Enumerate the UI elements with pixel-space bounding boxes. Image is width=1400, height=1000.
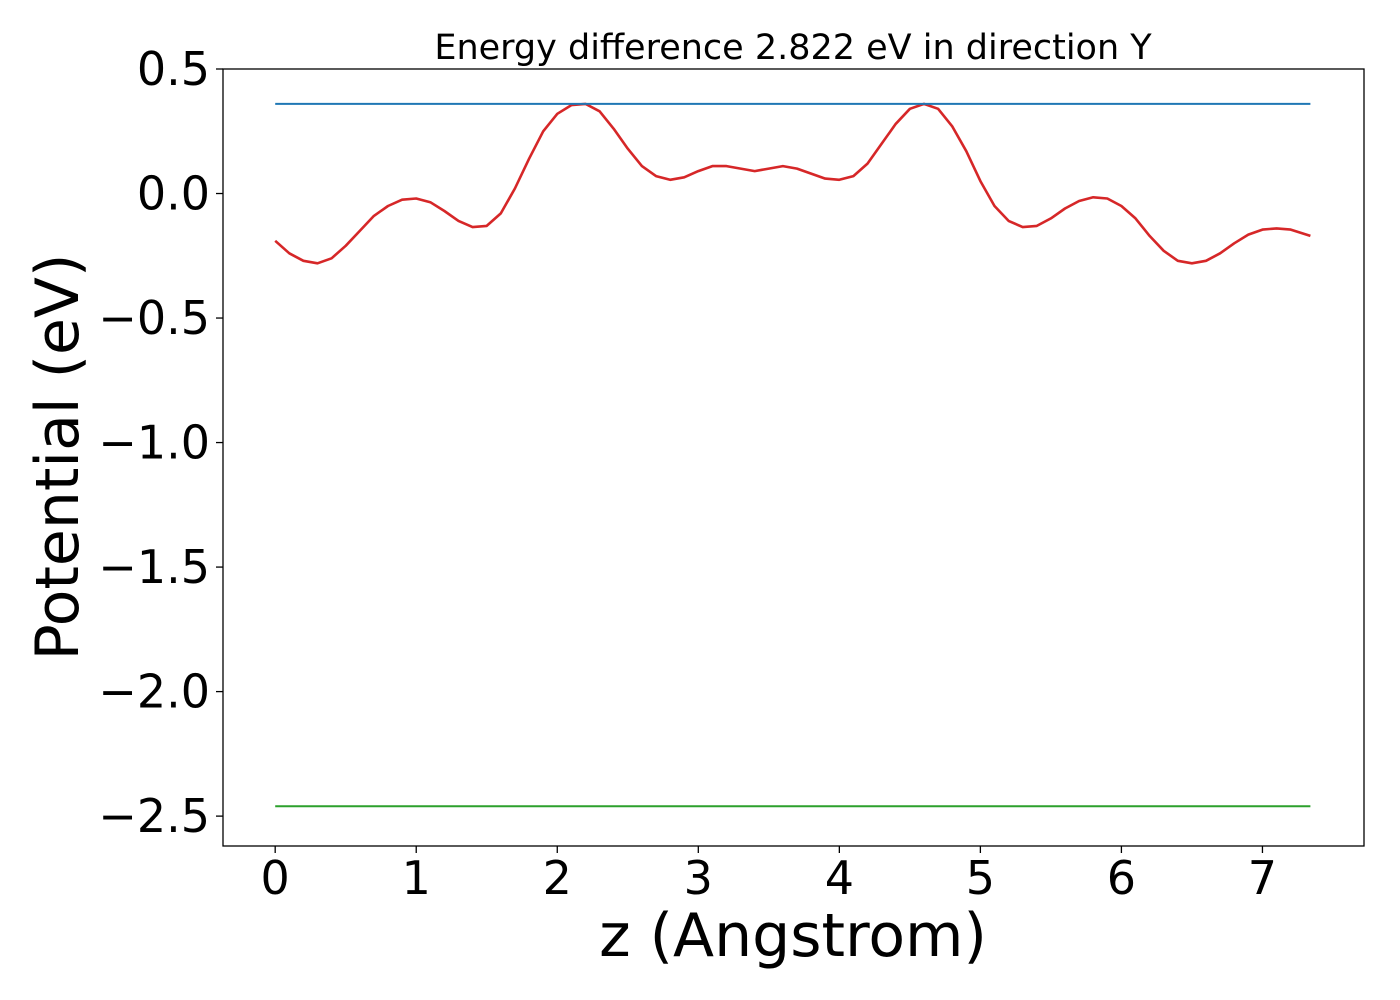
y-tick-label: −1.0	[98, 416, 210, 470]
y-tick-label: −1.5	[98, 540, 210, 594]
x-tick-label: 6	[1107, 851, 1136, 905]
chart-title: Energy difference 2.822 eV in direction …	[434, 28, 1152, 68]
y-axis-label: Potential (eV)	[23, 254, 93, 661]
x-tick-label: 0	[261, 851, 290, 905]
series-layer	[274, 102, 1311, 808]
x-tick-label: 3	[684, 851, 713, 905]
x-tick-label: 4	[825, 851, 854, 905]
series-line-0	[274, 102, 1311, 265]
y-tick-label: 0.5	[137, 42, 210, 96]
x-ticks: 0 1 2 3 4 5 6 7	[261, 846, 1277, 905]
y-ticks: 0.5 0.0 −0.5 −1.0 −1.5 −2.0 −2.5	[98, 42, 223, 843]
y-tick-label: −2.0	[98, 665, 210, 719]
y-tick-label: −2.5	[98, 789, 210, 843]
x-tick-label: 2	[543, 851, 572, 905]
x-axis-label: z (Angstrom)	[599, 901, 987, 971]
plot-frame	[222, 68, 1365, 847]
x-tick-label: 5	[966, 851, 995, 905]
x-tick-label: 1	[402, 851, 431, 905]
y-tick-label: 0.0	[137, 167, 210, 221]
x-tick-label: 7	[1248, 851, 1277, 905]
y-tick-label: −0.5	[98, 291, 210, 345]
